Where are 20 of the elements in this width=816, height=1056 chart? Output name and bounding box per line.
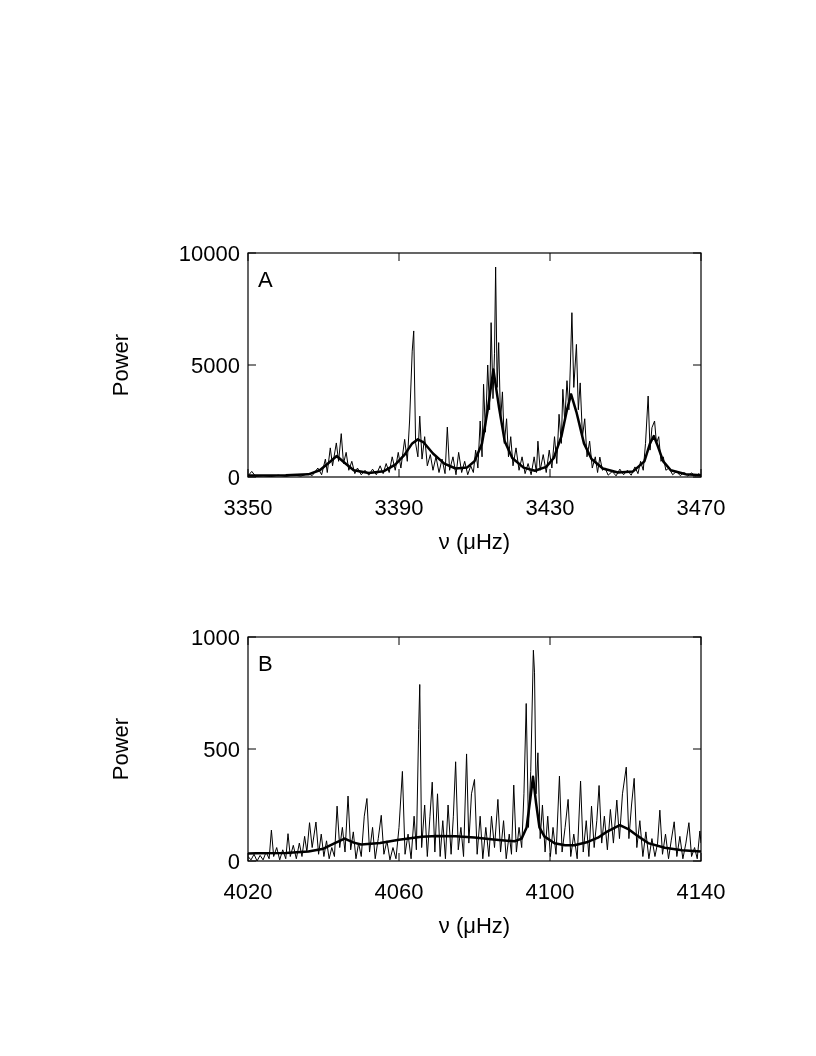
y-tick-label: 500 bbox=[203, 736, 240, 762]
x-axis-title: ν (μHz) bbox=[438, 529, 511, 554]
annotation: B bbox=[258, 651, 273, 676]
y-tick-label: 1000 bbox=[191, 624, 240, 650]
x-tick-label: 3390 bbox=[374, 495, 424, 520]
y-tick-label: 10000 bbox=[178, 240, 240, 266]
x-tick-label: 3350 bbox=[223, 495, 273, 520]
y-axis-title: Power bbox=[108, 333, 133, 397]
x-axis-title: ν (μHz) bbox=[438, 913, 511, 938]
x-tick-label: 4140 bbox=[676, 879, 726, 904]
annotation: A bbox=[258, 267, 273, 292]
x-tick-label: 3430 bbox=[525, 495, 575, 520]
y-tick-label: 0 bbox=[227, 848, 240, 874]
x-tick-label: 4060 bbox=[374, 879, 424, 904]
y-tick-label: 5000 bbox=[191, 352, 240, 378]
y-tick-label: 0 bbox=[227, 464, 240, 490]
x-tick-label: 4020 bbox=[223, 879, 273, 904]
x-tick-label: 4100 bbox=[525, 879, 575, 904]
y-axis-title: Power bbox=[108, 717, 133, 781]
x-tick-label: 3470 bbox=[676, 495, 726, 520]
